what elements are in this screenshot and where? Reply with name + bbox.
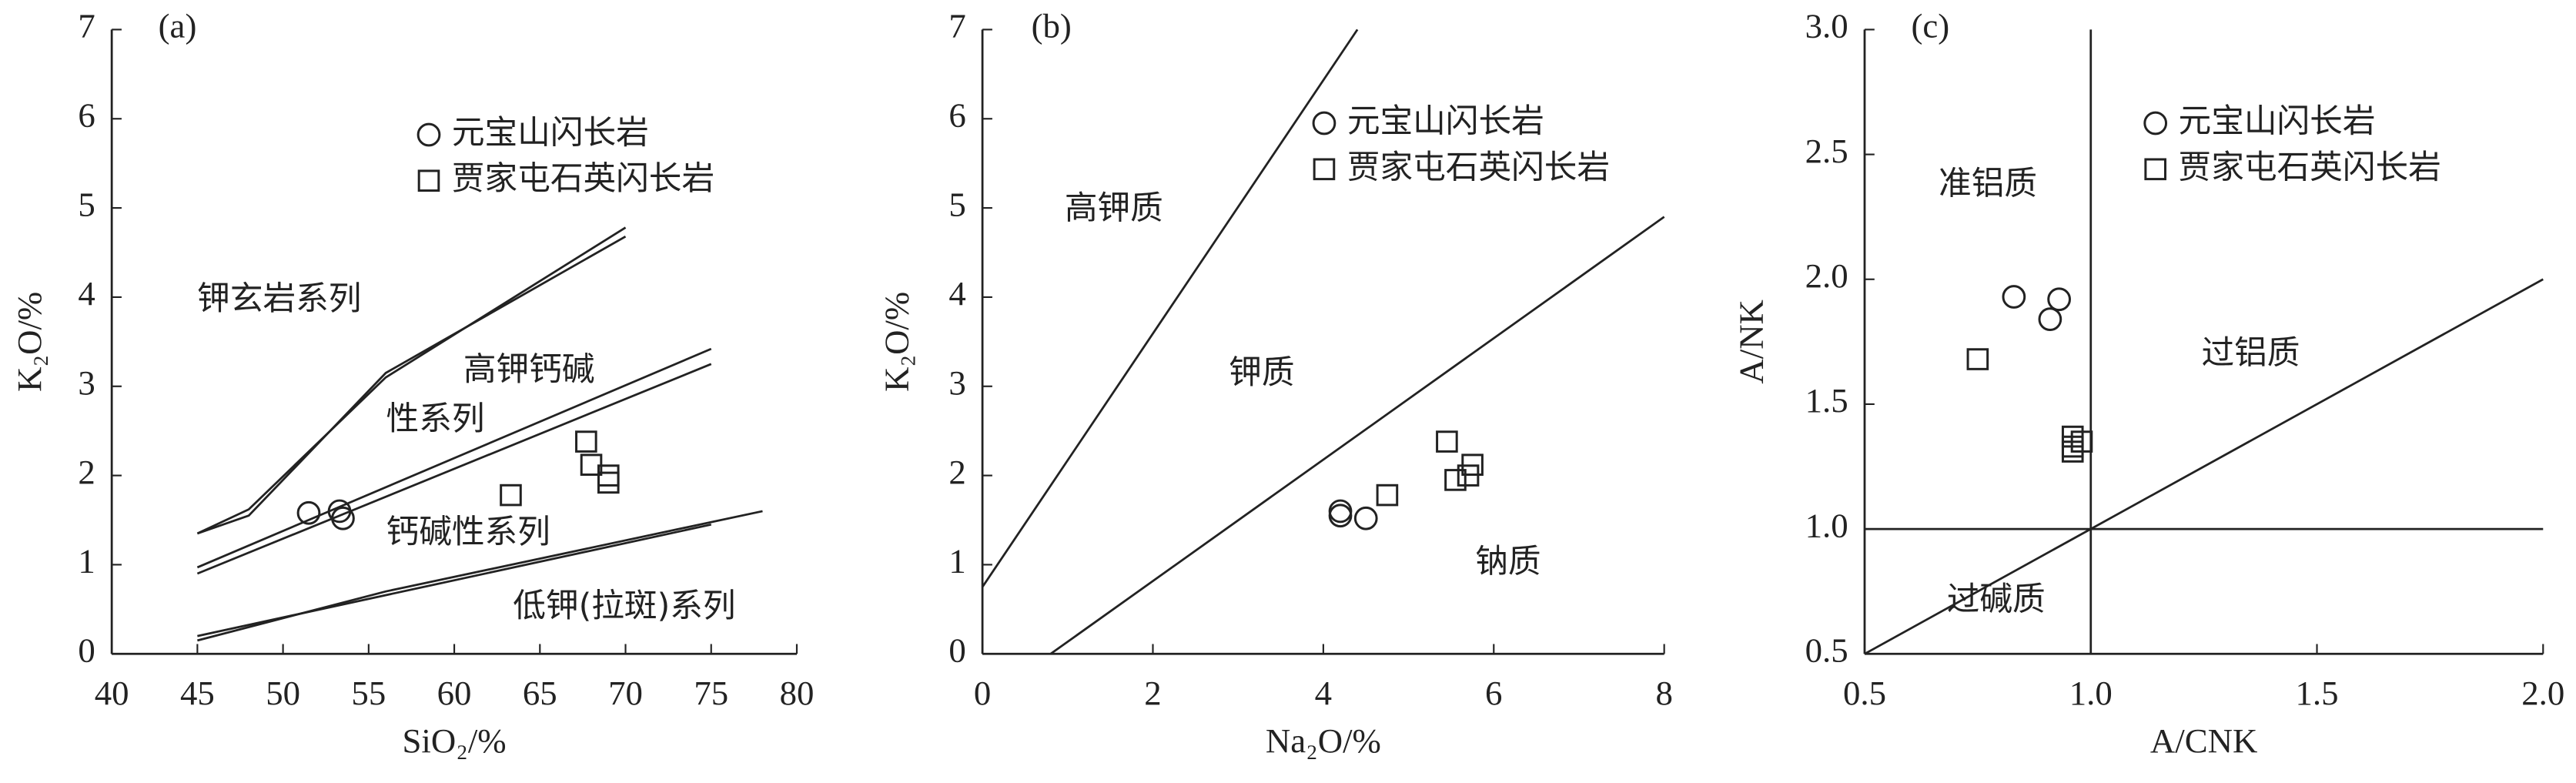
x-tick-label: 0.5 [1843, 674, 1886, 712]
x-tick-label: 55 [351, 674, 386, 712]
x-tick-label: 6 [1485, 674, 1502, 712]
y-tick-label: 0 [948, 631, 965, 670]
y-axis-label: K₂O/% [878, 292, 916, 392]
y-tick-label: 2.5 [1805, 132, 1848, 170]
legend-label: 元宝山闪长岩 [452, 113, 649, 152]
y-tick-label: 5 [78, 185, 95, 223]
x-tick-label: 2 [1144, 674, 1161, 712]
region-label: 钙碱性系列 [386, 513, 550, 551]
y-tick-label: 2 [948, 453, 965, 491]
point [1966, 348, 1989, 370]
x-tick-label: 50 [266, 674, 300, 712]
x-tick-label: 2.0 [2521, 674, 2564, 712]
y-axis-label: A/NK [1731, 299, 1770, 383]
region-label: 低钾(拉斑)系列 [513, 587, 735, 625]
y-tick-label: 1 [78, 542, 95, 581]
legend-marker [1313, 158, 1336, 181]
legend-marker [417, 122, 441, 147]
point [500, 484, 522, 507]
y-tick-label: 0.5 [1805, 631, 1848, 670]
point [597, 471, 620, 494]
y-tick-label: 3 [78, 363, 95, 402]
x-tick-label: 8 [1655, 674, 1672, 712]
x-axis-label: A/CNK [2150, 721, 2257, 760]
region-label: 过铝质 [2201, 333, 2300, 372]
y-tick-label: 1.5 [1805, 381, 1848, 420]
x-tick-label: 40 [95, 674, 129, 712]
y-tick-label: 0 [78, 631, 95, 670]
point [1436, 430, 1458, 453]
point [331, 506, 355, 530]
y-tick-label: 4 [948, 274, 965, 313]
region-label: 钠质 [1475, 542, 1541, 581]
point [296, 500, 321, 525]
legend-label: 贾家屯石英闪长岩 [1347, 148, 1610, 186]
x-tick-label: 75 [694, 674, 728, 712]
y-axis-label: K₂O/% [10, 292, 49, 392]
x-tick-label: 80 [780, 674, 815, 712]
y-tick-label: 3 [948, 363, 965, 402]
boundary-line [1864, 278, 2544, 655]
legend-label: 贾家屯石英闪长岩 [2179, 148, 2441, 186]
x-axis-label: Na₂O/% [1266, 721, 1381, 760]
y-tick-label: 5 [948, 185, 965, 223]
point [1328, 504, 1353, 528]
legend-marker [2144, 158, 2166, 181]
y-tick-label: 2 [78, 453, 95, 491]
legend-label: 贾家屯石英闪长岩 [452, 159, 714, 198]
point [1457, 464, 1480, 487]
point [1444, 469, 1467, 491]
region-label: 过碱质 [1947, 580, 2046, 618]
boundary-line [196, 363, 712, 575]
point [2070, 430, 2093, 453]
point [575, 430, 597, 453]
panel-label: (c) [1911, 7, 1949, 45]
x-tick-label: 1.0 [2069, 674, 2113, 712]
region-label: 钾玄岩系列 [197, 279, 361, 318]
point [1328, 499, 1353, 524]
x-tick-label: 45 [180, 674, 215, 712]
panel-label: (a) [159, 7, 197, 45]
legend-marker [417, 169, 440, 192]
region-label: 钾质 [1229, 353, 1294, 392]
region-label: 准铝质 [1939, 165, 2037, 203]
x-tick-label: 65 [523, 674, 557, 712]
boundary-line [196, 235, 627, 535]
region-label: 高钾钙碱 [463, 350, 595, 389]
x-axis-label: SiO₂/% [403, 721, 507, 760]
y-tick-label: 2.0 [1805, 256, 1848, 295]
y-tick-label: 6 [78, 96, 95, 135]
x-tick-label: 4 [1315, 674, 1332, 712]
y-tick-label: 6 [948, 96, 965, 135]
x-tick-label: 0 [974, 674, 991, 712]
y-tick-label: 1.0 [1805, 506, 1848, 544]
point [2002, 285, 2026, 309]
y-tick-label: 4 [78, 274, 95, 313]
point [2047, 287, 2071, 312]
y-tick-label: 7 [78, 7, 95, 45]
region-label: 性系列 [386, 400, 485, 438]
legend-label: 元宝山闪长岩 [1347, 102, 1544, 141]
legend-marker [2143, 111, 2168, 136]
boundary-line [1049, 216, 1665, 655]
boundary-line [981, 28, 1359, 588]
x-tick-label: 70 [608, 674, 643, 712]
panel-label: (b) [1032, 7, 1072, 45]
point [2038, 307, 2062, 332]
point [1353, 506, 1378, 530]
boundary-line [197, 510, 763, 642]
region-label: 高钾质 [1065, 189, 1163, 228]
y-tick-label: 7 [948, 7, 965, 45]
x-tick-label: 1.5 [2296, 674, 2339, 712]
point [1376, 484, 1399, 507]
boundary-line [196, 347, 712, 569]
y-tick-label: 3.0 [1805, 7, 1848, 45]
legend-label: 元宝山闪长岩 [2179, 102, 2376, 141]
y-tick-label: 1 [948, 542, 965, 581]
x-tick-label: 60 [437, 674, 472, 712]
legend-marker [1312, 111, 1337, 136]
